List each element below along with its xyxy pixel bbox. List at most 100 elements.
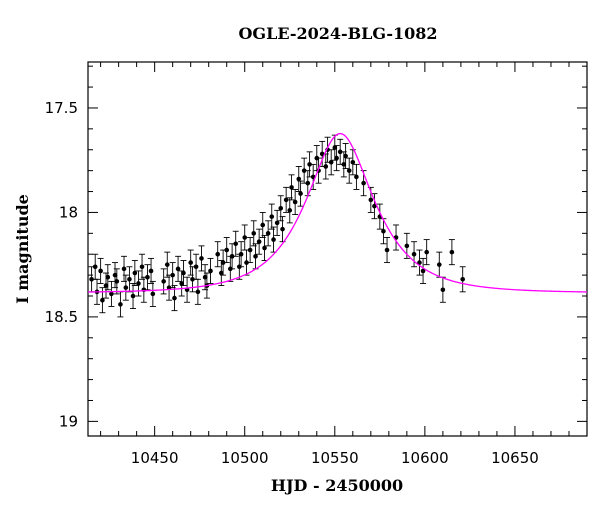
data-marker — [89, 276, 94, 282]
data-point — [131, 260, 138, 287]
data-marker — [361, 180, 366, 186]
data-marker — [247, 247, 253, 253]
data-marker — [172, 295, 177, 301]
data-point — [220, 249, 227, 276]
data-marker — [109, 291, 114, 297]
x-tick-label: 10500 — [221, 449, 269, 467]
data-point — [198, 245, 205, 272]
data-marker — [244, 260, 249, 265]
data-point — [261, 234, 268, 261]
data-point — [333, 145, 340, 172]
data-point — [207, 257, 214, 284]
data-marker — [341, 162, 347, 167]
data-marker — [112, 272, 118, 278]
data-marker — [145, 274, 150, 280]
data-marker — [384, 247, 390, 253]
data-marker — [449, 249, 455, 255]
data-point — [121, 255, 128, 282]
data-marker — [319, 151, 325, 157]
data-marker — [381, 228, 386, 234]
data-marker — [100, 297, 105, 303]
data-point — [178, 270, 185, 297]
data-marker — [179, 281, 184, 286]
data-marker — [301, 168, 307, 173]
data-point — [310, 163, 317, 190]
data-marker — [287, 208, 293, 213]
data-point — [135, 270, 142, 297]
data-point — [416, 249, 423, 276]
data-marker — [139, 264, 145, 270]
data-marker — [215, 251, 221, 257]
x-axis-tick-labels: 10450 10500 10550 10600 10650 — [131, 449, 539, 467]
data-point — [288, 174, 295, 201]
data-point — [384, 237, 391, 264]
data-marker — [262, 245, 267, 251]
data-point — [232, 230, 239, 257]
y-axis-label: I magnitude — [13, 194, 32, 304]
data-marker — [283, 197, 289, 203]
data-marker — [296, 176, 302, 182]
data-point — [175, 255, 182, 282]
data-marker — [305, 180, 311, 186]
data-marker — [233, 241, 239, 247]
y-tick-label: 18.5 — [45, 308, 78, 326]
data-point — [337, 138, 344, 165]
data-marker — [332, 145, 338, 150]
data-point — [164, 251, 171, 278]
data-point — [411, 241, 418, 268]
data-marker — [274, 220, 280, 226]
data-marker — [307, 162, 312, 167]
data-point — [270, 226, 277, 253]
data-point — [292, 189, 299, 215]
data-marker — [92, 264, 98, 270]
data-marker — [354, 174, 359, 180]
y-tick-label: 18 — [59, 203, 78, 221]
data-marker — [337, 149, 343, 155]
data-marker — [195, 289, 201, 295]
data-marker — [238, 251, 244, 257]
data-point — [304, 170, 311, 197]
y-tick-label: 19 — [59, 412, 78, 430]
data-points — [88, 134, 466, 318]
data-marker — [121, 266, 127, 272]
data-marker — [460, 276, 466, 282]
data-marker — [164, 262, 170, 267]
data-point — [423, 239, 430, 266]
data-point — [229, 243, 236, 270]
data-point — [252, 243, 259, 270]
data-point — [459, 266, 466, 293]
data-point — [104, 264, 111, 291]
data-point — [322, 153, 329, 180]
data-point — [328, 149, 335, 176]
data-point — [218, 260, 225, 287]
data-marker — [114, 279, 120, 284]
data-marker — [130, 293, 136, 299]
data-marker — [280, 226, 285, 232]
data-point — [250, 220, 257, 247]
data-point — [148, 257, 155, 284]
data-point — [97, 257, 104, 284]
data-marker — [260, 222, 266, 228]
data-marker — [350, 159, 356, 165]
data-point — [130, 283, 137, 309]
data-point — [349, 149, 356, 176]
data-point — [144, 264, 151, 291]
data-marker — [346, 168, 352, 173]
data-point — [283, 186, 290, 213]
data-marker — [334, 155, 339, 161]
data-marker — [372, 203, 377, 209]
data-point — [380, 218, 387, 245]
x-tick-label: 10450 — [131, 449, 179, 467]
data-marker — [269, 214, 275, 219]
data-marker — [343, 153, 348, 159]
data-point — [92, 253, 99, 280]
y-axis-ticks — [88, 65, 587, 422]
data-marker — [289, 185, 294, 190]
x-tick-label: 10600 — [401, 449, 449, 467]
data-point — [259, 211, 266, 238]
data-marker — [208, 268, 213, 274]
data-marker — [265, 231, 271, 236]
data-point — [180, 260, 187, 287]
data-marker — [123, 285, 129, 290]
data-marker — [229, 254, 235, 259]
